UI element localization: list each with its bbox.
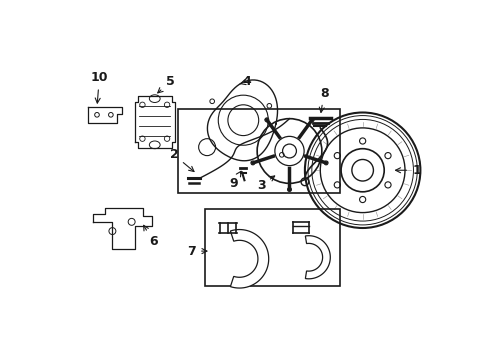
Text: 8: 8 [319,87,328,112]
Ellipse shape [250,161,254,165]
Polygon shape [305,236,329,279]
Ellipse shape [264,118,268,122]
Ellipse shape [309,118,313,122]
Ellipse shape [287,188,291,192]
Polygon shape [230,230,268,288]
Ellipse shape [324,161,327,165]
Text: 5: 5 [158,75,174,93]
Bar [178,109,339,193]
Text: 2: 2 [169,148,194,171]
Text: 4: 4 [240,75,251,88]
Text: 1: 1 [395,164,420,177]
Text: 7: 7 [187,244,206,258]
Text: 9: 9 [228,171,241,190]
Text: 3: 3 [256,176,274,192]
Bar [204,209,339,286]
Text: 10: 10 [90,71,108,103]
Text: 6: 6 [143,225,157,248]
